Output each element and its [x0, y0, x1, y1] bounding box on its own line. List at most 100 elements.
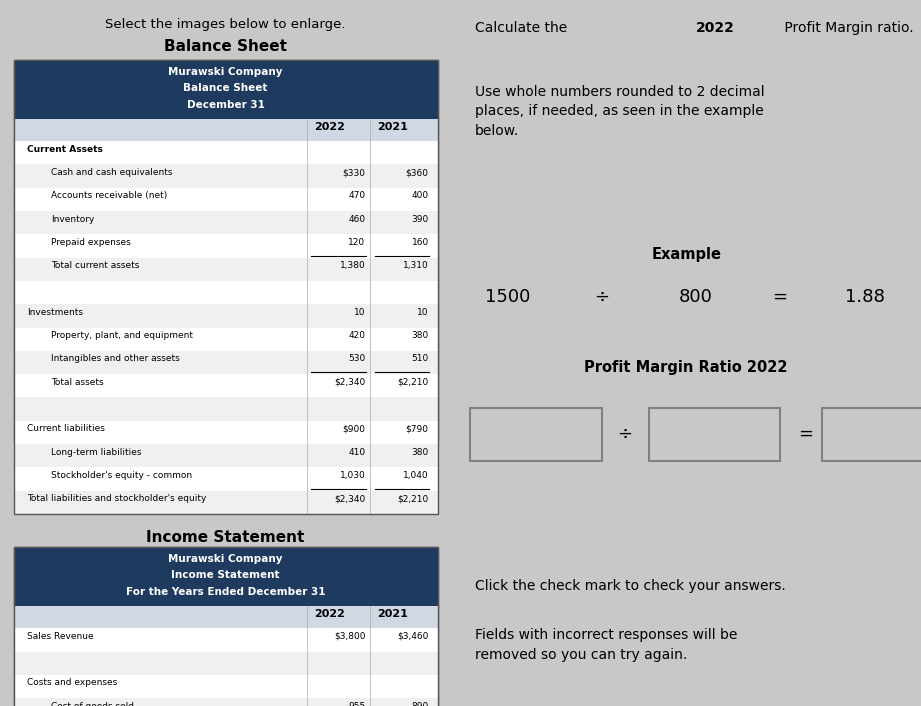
Text: For the Years Ended December 31: For the Years Ended December 31 — [126, 587, 325, 597]
FancyBboxPatch shape — [14, 444, 437, 467]
Text: Murawski Company: Murawski Company — [169, 67, 283, 77]
Text: 410: 410 — [348, 448, 366, 457]
Text: Intangibles and other assets: Intangibles and other assets — [52, 354, 181, 364]
FancyBboxPatch shape — [14, 281, 437, 304]
FancyBboxPatch shape — [14, 675, 437, 698]
FancyBboxPatch shape — [14, 606, 437, 628]
FancyBboxPatch shape — [14, 491, 437, 514]
Text: $2,340: $2,340 — [334, 378, 366, 387]
FancyBboxPatch shape — [14, 60, 437, 441]
Text: Profit Margin Ratio 2022: Profit Margin Ratio 2022 — [585, 360, 787, 375]
Text: ÷: ÷ — [618, 425, 633, 443]
Text: Example: Example — [651, 247, 721, 262]
Text: 510: 510 — [412, 354, 428, 364]
Text: $2,210: $2,210 — [398, 378, 428, 387]
Text: 420: 420 — [348, 331, 366, 340]
Text: Total assets: Total assets — [52, 378, 104, 387]
FancyBboxPatch shape — [14, 328, 437, 351]
Text: $360: $360 — [406, 168, 428, 177]
Text: Fields with incorrect responses will be
removed so you can try again.: Fields with incorrect responses will be … — [475, 628, 737, 662]
Text: Income Statement: Income Statement — [146, 530, 305, 544]
FancyBboxPatch shape — [14, 628, 437, 652]
FancyBboxPatch shape — [14, 141, 437, 164]
Text: 120: 120 — [348, 238, 366, 247]
FancyBboxPatch shape — [14, 374, 437, 397]
Text: 1,310: 1,310 — [403, 261, 428, 270]
FancyBboxPatch shape — [14, 211, 437, 234]
FancyBboxPatch shape — [648, 407, 780, 460]
Text: 2022: 2022 — [314, 609, 344, 619]
Text: Property, plant, and equipment: Property, plant, and equipment — [52, 331, 193, 340]
FancyBboxPatch shape — [14, 547, 437, 606]
FancyBboxPatch shape — [14, 188, 437, 211]
Text: Stockholder's equity - common: Stockholder's equity - common — [52, 471, 192, 480]
Text: Select the images below to enlarge.: Select the images below to enlarge. — [105, 18, 346, 30]
Text: 1,030: 1,030 — [340, 471, 366, 480]
FancyBboxPatch shape — [14, 258, 437, 281]
Text: 10: 10 — [417, 308, 428, 317]
Text: Long-term liabilities: Long-term liabilities — [52, 448, 142, 457]
Text: ÷: ÷ — [594, 287, 609, 306]
FancyBboxPatch shape — [14, 164, 437, 188]
FancyBboxPatch shape — [14, 652, 437, 675]
Text: 460: 460 — [348, 215, 366, 224]
Text: Total current assets: Total current assets — [52, 261, 140, 270]
Text: Use whole numbers rounded to 2 decimal
places, if needed, as seen in the example: Use whole numbers rounded to 2 decimal p… — [475, 85, 764, 138]
FancyBboxPatch shape — [470, 407, 601, 460]
Text: 890: 890 — [412, 702, 428, 706]
FancyBboxPatch shape — [822, 407, 921, 460]
Text: Inventory: Inventory — [52, 215, 95, 224]
FancyBboxPatch shape — [14, 119, 437, 141]
FancyBboxPatch shape — [14, 698, 437, 706]
Text: Accounts receivable (net): Accounts receivable (net) — [52, 191, 168, 201]
Text: Balance Sheet: Balance Sheet — [164, 39, 287, 54]
Text: $330: $330 — [343, 168, 366, 177]
Text: Current liabilities: Current liabilities — [27, 424, 105, 433]
Text: Total liabilities and stockholder's equity: Total liabilities and stockholder's equi… — [27, 494, 206, 503]
Text: Cash and cash equivalents: Cash and cash equivalents — [52, 168, 173, 177]
Text: 530: 530 — [348, 354, 366, 364]
FancyBboxPatch shape — [14, 304, 437, 328]
Text: 2021: 2021 — [378, 609, 408, 619]
Text: =: = — [799, 425, 813, 443]
Text: 2022: 2022 — [314, 122, 344, 132]
Text: Current Assets: Current Assets — [27, 145, 103, 154]
Text: $2,210: $2,210 — [398, 494, 428, 503]
Text: 380: 380 — [412, 331, 428, 340]
Text: Costs and expenses: Costs and expenses — [27, 678, 117, 688]
Text: 380: 380 — [412, 448, 428, 457]
Text: 1.88: 1.88 — [845, 287, 884, 306]
Text: Cost of goods sold: Cost of goods sold — [52, 702, 134, 706]
Text: 2022: 2022 — [695, 21, 734, 35]
Text: $3,460: $3,460 — [397, 632, 428, 641]
Text: Investments: Investments — [27, 308, 83, 317]
Text: $3,800: $3,800 — [334, 632, 366, 641]
Text: December 31: December 31 — [187, 100, 264, 109]
FancyBboxPatch shape — [14, 351, 437, 374]
FancyBboxPatch shape — [14, 467, 437, 491]
FancyBboxPatch shape — [14, 60, 437, 119]
Text: 10: 10 — [354, 308, 366, 317]
Text: Calculate the: Calculate the — [475, 21, 571, 35]
Text: 800: 800 — [679, 287, 713, 306]
Text: 400: 400 — [412, 191, 428, 201]
Text: 1,040: 1,040 — [403, 471, 428, 480]
FancyBboxPatch shape — [14, 547, 437, 706]
Text: Profit Margin ratio.: Profit Margin ratio. — [780, 21, 914, 35]
Text: 390: 390 — [412, 215, 428, 224]
Text: $900: $900 — [343, 424, 366, 433]
Text: =: = — [773, 287, 787, 306]
FancyBboxPatch shape — [14, 397, 437, 421]
Text: Income Statement: Income Statement — [171, 570, 280, 580]
Text: 1,380: 1,380 — [340, 261, 366, 270]
Text: Click the check mark to check your answers.: Click the check mark to check your answe… — [475, 579, 786, 593]
Text: Sales Revenue: Sales Revenue — [27, 632, 94, 641]
Text: Murawski Company: Murawski Company — [169, 554, 283, 564]
Text: 160: 160 — [412, 238, 428, 247]
Text: 2021: 2021 — [378, 122, 408, 132]
Text: Balance Sheet: Balance Sheet — [183, 83, 268, 93]
Text: 955: 955 — [348, 702, 366, 706]
FancyBboxPatch shape — [14, 421, 437, 444]
Text: Prepaid expenses: Prepaid expenses — [52, 238, 131, 247]
Text: 1500: 1500 — [485, 287, 530, 306]
